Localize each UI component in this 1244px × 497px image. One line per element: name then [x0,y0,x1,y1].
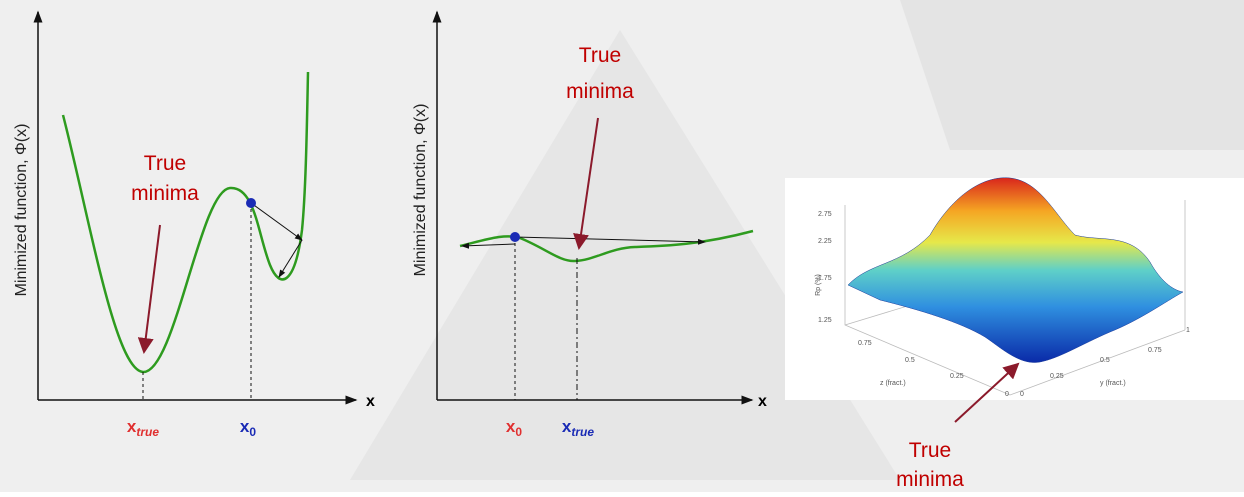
y-axis-label: Minimized function, Φ(x) [13,124,30,297]
annotation: True [144,152,186,175]
left-tick-label: 0 [1005,391,1009,398]
left-tick-label: 0.5 [905,357,915,364]
slide: Minimized function, Φ(x) x xtrue x0 True… [0,0,1244,492]
left-tick-label: 0.25 [950,373,964,380]
annotation: minima [896,468,964,491]
right-tick-label: 0.25 [1050,373,1064,380]
left-tick-label: 0.75 [858,340,872,347]
annotation: minima [131,182,199,205]
background-shape [900,0,1244,150]
right-tick-label: 0 [1020,391,1024,398]
annotation: True [579,44,621,67]
right-tick-label: 1 [1186,327,1190,334]
annotation: True [909,439,951,462]
right-tick-label: 0.5 [1100,357,1110,364]
right-axis-label: y (fract.) [1100,380,1126,387]
right-tick-label: 0.75 [1148,347,1162,354]
z-tick-label: 2.75 [818,211,832,218]
y-axis-label: Minimized function, Φ(x) [412,104,429,277]
annotation: minima [566,80,634,103]
z-tick-label: 1.25 [818,317,832,324]
start-point [510,232,520,242]
x-axis-label: x [758,393,767,410]
z-tick-label: 2.25 [818,238,832,245]
start-point [246,198,256,208]
left-axis-label: z (fract.) [880,380,906,387]
x-axis-label: x [366,393,375,410]
z-tick-label: 1.75 [818,275,832,282]
